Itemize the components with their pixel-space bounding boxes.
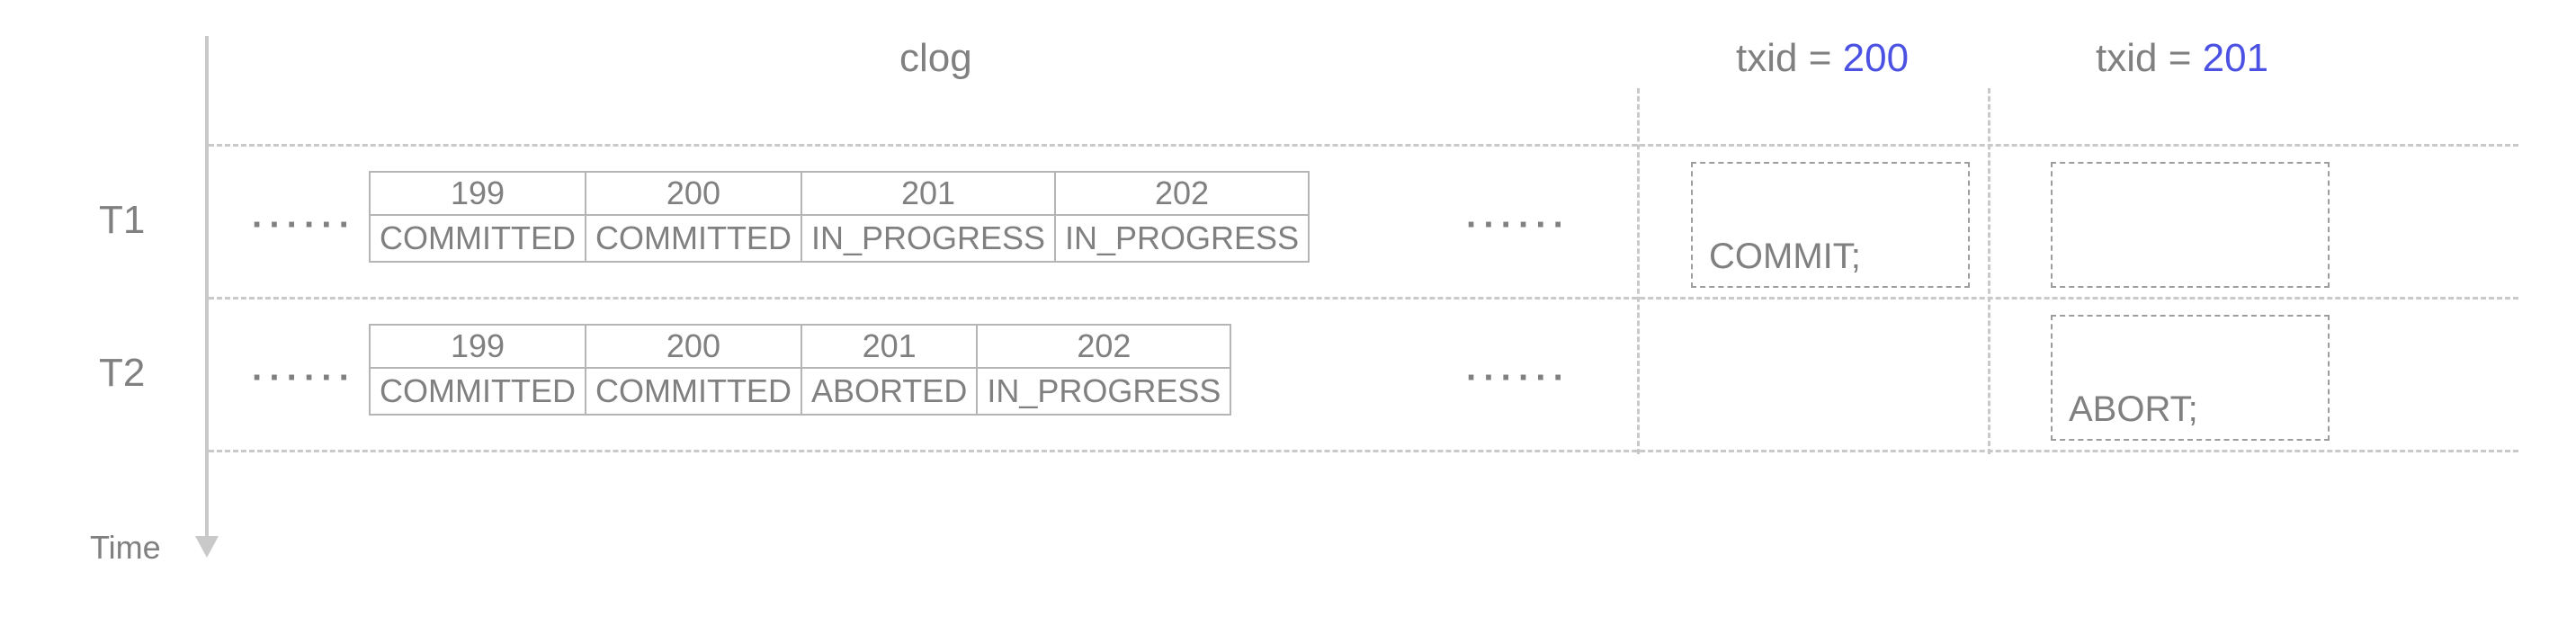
clog-t2-status-3: IN_PROGRESS [977,368,1230,415]
hline-3 [209,450,2518,452]
clog-t1-status-3: IN_PROGRESS [1055,215,1309,262]
clog-t2-id-2: 201 [801,325,977,368]
txid-1-value: 200 [1843,36,1909,80]
txid-2-value: 201 [2203,36,2268,80]
clog-table-t1: 199 200 201 202 COMMITTED COMMITTED IN_P… [369,171,1310,263]
clog-t1-id-0: 199 [370,172,586,215]
clog-t1-id-row: 199 200 201 202 [370,172,1309,215]
row-label-t1: T1 [99,198,145,243]
dots-right-t2: ······ [1466,358,1570,398]
clog-t1-status-2: IN_PROGRESS [801,215,1055,262]
clog-t1-status-row: COMMITTED COMMITTED IN_PROGRESS IN_PROGR… [370,215,1309,262]
cmd-t2-text: ABORT; [2069,389,2198,430]
clog-t2-id-1: 200 [586,325,801,368]
txid-header-2: txid = 201 [2096,36,2268,81]
clog-header-label: clog [899,36,972,81]
time-axis-line [205,36,209,540]
dots-right-t1: ······ [1466,205,1570,246]
clog-t1-status-0: COMMITTED [370,215,586,262]
cmd-t1-text: COMMIT; [1709,237,1861,277]
clog-t1-id-2: 201 [801,172,1055,215]
txid-1-prefix: txid = [1736,36,1843,80]
clog-t1-id-3: 202 [1055,172,1309,215]
clog-t2-status-0: COMMITTED [370,368,586,415]
cmd-box-t1: COMMIT; [1691,162,1970,288]
vline-clog-right [1637,88,1640,454]
clog-t2-id-3: 202 [977,325,1230,368]
time-axis-label: Time [90,529,161,567]
clog-t2-status-1: COMMITTED [586,368,801,415]
hline-1 [209,144,2518,147]
txid-2-prefix: txid = [2096,36,2203,80]
clog-t2-status-2: ABORTED [801,368,977,415]
clog-t1-id-1: 200 [586,172,801,215]
dots-left-t1: ······ [252,205,356,246]
clog-t2-id-0: 199 [370,325,586,368]
row-label-t2: T2 [99,351,145,396]
time-axis-arrowhead [195,536,219,558]
cmd-box-t1-empty [2051,162,2330,288]
cmd-box-t2: ABORT; [2051,315,2330,441]
dots-left-t2: ······ [252,358,356,398]
clog-table-t2: 199 200 201 202 COMMITTED COMMITTED ABOR… [369,324,1231,416]
clog-t2-status-row: COMMITTED COMMITTED ABORTED IN_PROGRESS [370,368,1230,415]
txid-header-1: txid = 200 [1736,36,1909,81]
hline-2 [209,297,2518,300]
clog-t1-status-1: COMMITTED [586,215,801,262]
clog-t2-id-row: 199 200 201 202 [370,325,1230,368]
vline-txcol-sep [1988,88,1990,454]
